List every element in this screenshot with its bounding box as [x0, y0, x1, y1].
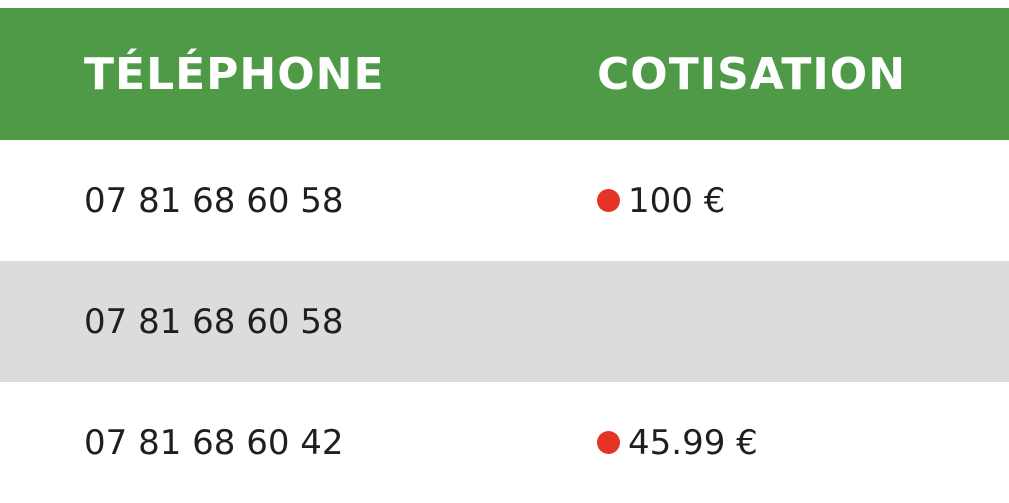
cotisation-cell: 45.99 € [597, 423, 758, 463]
status-dot-icon [597, 431, 620, 454]
table-row[interactable]: 07 81 68 60 42 45.99 € [0, 382, 1009, 503]
table-header-row: TÉLÉPHONE COTISATION [0, 8, 1009, 140]
telephone-cell: 07 81 68 60 42 [84, 422, 344, 463]
table-row[interactable]: 07 81 68 60 58 100 € [0, 140, 1009, 261]
column-header-cotisation[interactable]: COTISATION [597, 48, 907, 100]
table-row[interactable]: 07 81 68 60 58 [0, 261, 1009, 382]
cotisation-cell: 100 € [597, 181, 725, 221]
status-dot-icon [597, 189, 620, 212]
column-header-telephone[interactable]: TÉLÉPHONE [84, 48, 385, 100]
cotisation-amount: 45.99 € [628, 422, 758, 463]
cotisation-amount: 100 € [628, 180, 726, 221]
telephone-cell: 07 81 68 60 58 [84, 301, 344, 342]
telephone-cell: 07 81 68 60 58 [84, 180, 344, 221]
members-table: TÉLÉPHONE COTISATION 07 81 68 60 58 100 … [0, 8, 1009, 503]
